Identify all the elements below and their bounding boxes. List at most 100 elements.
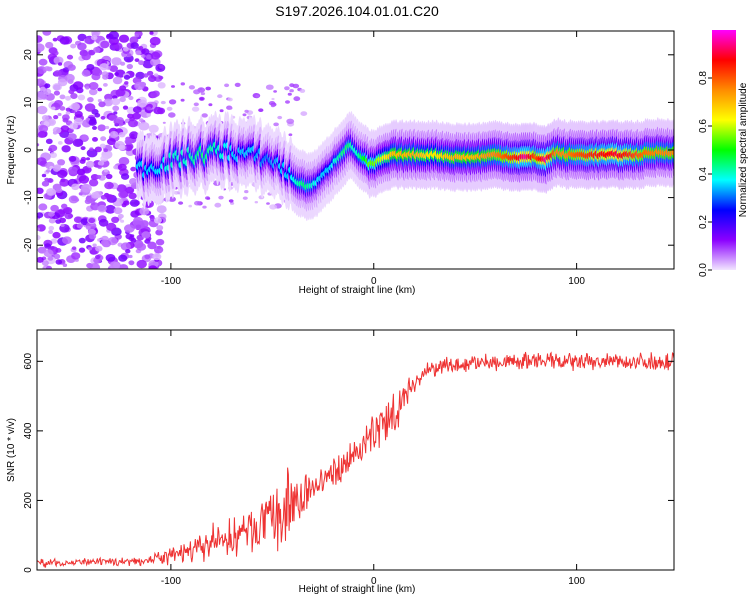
- noise-blob: [37, 227, 40, 231]
- noise-blob: [64, 212, 73, 220]
- noise-blob: [88, 88, 98, 96]
- noise-blob: [50, 204, 59, 212]
- noise-blob: [65, 111, 71, 115]
- noise-blob: [168, 196, 176, 202]
- noise-blob: [37, 234, 41, 241]
- snr-series-line: [37, 351, 674, 568]
- noise-blob: [50, 238, 58, 244]
- noise-blob: [136, 243, 147, 251]
- noise-blob: [242, 113, 247, 117]
- noise-blob: [277, 115, 283, 120]
- noise-blob: [171, 85, 175, 88]
- noise-blob: [150, 51, 161, 60]
- noise-blob: [123, 224, 135, 233]
- noise-blob: [134, 81, 145, 91]
- noise-blob: [93, 257, 102, 264]
- colorbar-tick-label: 0.6: [698, 119, 709, 133]
- noise-blob: [99, 63, 109, 71]
- noise-blob: [86, 148, 98, 158]
- noise-blob: [55, 187, 63, 194]
- noise-blob: [265, 84, 274, 90]
- noise-blob: [105, 194, 114, 201]
- noise-blob: [150, 57, 161, 67]
- noise-blob: [117, 163, 127, 171]
- noise-blob: [46, 265, 52, 269]
- noise-blob: [128, 260, 135, 266]
- noise-blob: [219, 109, 224, 113]
- noise-blob: [208, 103, 213, 107]
- noise-blob: [242, 196, 248, 200]
- noise-blob: [96, 174, 102, 179]
- noise-blob: [59, 94, 66, 100]
- noise-blob: [58, 62, 63, 66]
- noise-blob: [64, 73, 75, 83]
- noise-blob: [41, 173, 47, 178]
- noise-blob: [105, 173, 113, 180]
- noise-blob: [130, 210, 140, 218]
- noise-blob: [121, 173, 130, 180]
- colorbar-ticks: 0.0 0.2 0.4 0.6 0.8: [698, 71, 712, 277]
- noise-blob: [55, 259, 63, 265]
- noise-blob: [40, 94, 48, 100]
- noise-blob: [120, 219, 125, 223]
- noise-blob: [214, 202, 222, 208]
- noise-blob: [132, 106, 142, 114]
- noise-blob: [73, 216, 83, 223]
- noise-blob: [52, 126, 62, 134]
- noise-blob: [105, 125, 110, 130]
- noise-blob: [95, 245, 103, 252]
- noise-blob: [112, 76, 123, 85]
- noise-blob: [288, 133, 293, 136]
- noise-blob: [60, 125, 70, 133]
- noise-blob: [88, 82, 99, 90]
- noise-blob: [86, 63, 95, 71]
- noise-blob: [199, 97, 204, 101]
- noise-blob: [128, 119, 138, 128]
- noise-blob: [284, 86, 290, 91]
- noise-blob: [244, 190, 249, 194]
- noise-blob: [130, 237, 137, 243]
- noise-blob: [67, 133, 77, 141]
- noise-blob: [118, 254, 128, 262]
- noise-blob: [37, 143, 40, 147]
- noise-blob: [48, 230, 54, 234]
- noise-blob: [144, 254, 151, 260]
- noise-blob: [57, 141, 63, 145]
- noise-blob: [153, 245, 164, 254]
- noise-blob: [80, 146, 86, 151]
- noise-blob: [97, 165, 102, 169]
- noise-blob: [37, 157, 47, 166]
- noise-blob: [104, 181, 114, 190]
- noise-blob: [87, 247, 93, 251]
- colorbar-tick-label: 0.4: [698, 167, 709, 181]
- noise-blob: [120, 242, 131, 251]
- noise-blob: [89, 147, 94, 151]
- noise-blob: [130, 234, 135, 238]
- noise-blob: [52, 37, 58, 42]
- noise-blob: [286, 118, 295, 125]
- noise-blob: [121, 203, 127, 208]
- noise-blob: [148, 124, 159, 133]
- x-tick-label: -100: [161, 576, 181, 587]
- y-tick-label: -20: [23, 238, 34, 253]
- noise-blob: [228, 106, 233, 110]
- noise-blob: [299, 88, 306, 93]
- noise-blob: [124, 81, 129, 85]
- y-tick-label: 10: [23, 96, 34, 108]
- noise-blob: [113, 165, 119, 170]
- noise-blob: [53, 90, 61, 96]
- noise-blob: [115, 89, 126, 97]
- noise-blob: [268, 101, 276, 106]
- noise-blob: [124, 138, 133, 145]
- x-tick-label: 0: [371, 276, 377, 287]
- noise-blob: [37, 105, 48, 115]
- noise-blob: [78, 237, 86, 244]
- noise-blob: [133, 216, 143, 225]
- noise-blob: [100, 115, 106, 120]
- y-tick-label: 200: [23, 492, 34, 509]
- noise-blob: [48, 144, 58, 152]
- noise-blob: [88, 178, 99, 187]
- noise-blob: [59, 178, 70, 187]
- noise-blob: [71, 183, 80, 191]
